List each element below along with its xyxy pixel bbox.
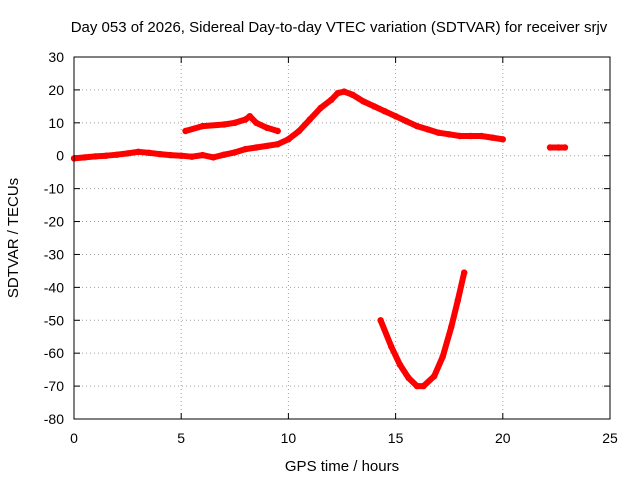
data-point: [448, 323, 455, 331]
data-point: [454, 297, 461, 304]
y-tick-label: -10: [44, 181, 64, 197]
y-tick-label: -20: [44, 214, 64, 230]
chart-title: Day 053 of 2026, Sidereal Day-to-day VTE…: [71, 19, 608, 36]
data-point: [92, 153, 99, 160]
data-point: [396, 361, 404, 368]
y-tick-label: 30: [48, 49, 64, 65]
data-point: [360, 98, 367, 105]
data-point: [478, 132, 485, 140]
data-point: [135, 148, 142, 155]
y-tick-label: 0: [56, 148, 64, 164]
data-point: [317, 104, 324, 112]
y-tick-label: 20: [48, 82, 64, 98]
data-point: [546, 144, 554, 151]
data-point: [328, 96, 335, 104]
data-point: [413, 122, 421, 130]
y-tick-label: -50: [44, 312, 64, 328]
data-point: [561, 144, 569, 151]
data-point: [488, 134, 496, 141]
data-point: [199, 122, 206, 130]
data-point: [499, 136, 506, 143]
data-point: [253, 119, 260, 127]
series-upper-arc: [182, 113, 281, 134]
x-axis-label: GPS time / hours: [285, 458, 399, 475]
x-tick-label: 5: [177, 430, 185, 446]
data-point: [231, 119, 238, 127]
y-axis-label: SDTVAR / TECUs: [5, 178, 22, 298]
data-point: [349, 91, 356, 99]
data-point: [145, 149, 153, 156]
data-point: [555, 144, 562, 151]
data-point: [231, 149, 238, 156]
x-tick-label: 20: [495, 430, 511, 446]
data-point: [188, 153, 196, 160]
data-point: [220, 151, 228, 158]
data-point: [113, 151, 121, 158]
data-point: [405, 374, 412, 382]
data-point: [413, 382, 421, 390]
x-tick-label: 25: [602, 430, 618, 446]
data-point: [381, 108, 389, 115]
data-point: [167, 151, 174, 159]
x-tick-label: 15: [388, 430, 404, 446]
y-tick-label: -30: [44, 246, 64, 262]
x-tick-label: 0: [70, 430, 78, 446]
x-tick-label: 10: [281, 430, 297, 446]
data-point: [334, 90, 341, 97]
data-point: [103, 152, 110, 159]
data-point: [377, 317, 384, 324]
data-point: [340, 88, 348, 95]
data-point: [439, 353, 446, 360]
y-tick-label: -60: [44, 345, 64, 361]
data-point: [220, 121, 228, 128]
data-point: [461, 269, 468, 276]
data-point: [285, 136, 292, 143]
data-point: [424, 126, 431, 133]
data-point: [210, 154, 217, 161]
data-point: [431, 373, 438, 380]
data-point: [199, 151, 206, 159]
y-tick-label: 10: [48, 115, 64, 131]
data-point: [124, 150, 131, 157]
data-point: [420, 382, 427, 390]
y-tick-label: -70: [44, 378, 64, 394]
data-point: [392, 113, 399, 120]
data-point: [263, 142, 271, 150]
y-tick-label: -40: [44, 279, 64, 295]
data-point: [435, 129, 442, 136]
data-point: [274, 127, 281, 135]
data-point: [253, 144, 260, 151]
data-point: [467, 132, 474, 140]
data-point: [306, 116, 313, 123]
data-point: [246, 113, 253, 120]
data-point: [456, 132, 464, 140]
grid: [74, 57, 610, 419]
data-point: [242, 145, 249, 153]
data-point: [295, 127, 303, 135]
data-point: [388, 343, 395, 350]
data-point: [182, 127, 189, 135]
plot-area: [70, 88, 569, 390]
data-point: [446, 131, 453, 138]
data-point: [403, 118, 410, 125]
data-point: [81, 154, 88, 161]
data-point: [274, 141, 281, 148]
data-point: [156, 150, 163, 158]
data-point: [263, 124, 271, 131]
plot-frame: [73, 56, 611, 420]
data-point: [178, 152, 185, 159]
y-tick-label: -80: [44, 411, 64, 427]
data-point: [371, 103, 378, 110]
